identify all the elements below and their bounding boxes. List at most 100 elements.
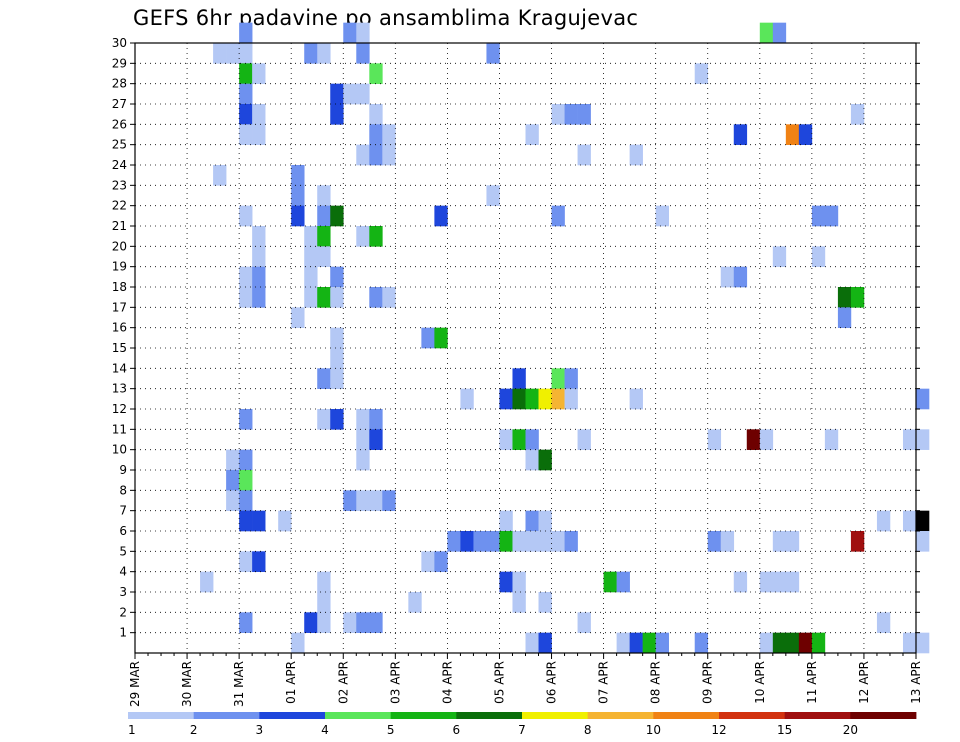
y-tick-label: 15 — [112, 341, 127, 355]
heatmap-cell — [629, 144, 643, 166]
heatmap-cell — [239, 510, 253, 532]
heatmap-cell — [356, 144, 370, 166]
heatmap-cell — [811, 205, 826, 227]
x-tick-label: 11 APR — [805, 661, 819, 704]
x-tick-label: 10 APR — [753, 661, 767, 704]
legend-swatch — [456, 712, 523, 719]
legend-label: 2 — [190, 723, 198, 737]
heatmap-cell — [733, 571, 748, 593]
heatmap-cell — [252, 266, 266, 288]
legend-label: 8 — [584, 723, 592, 737]
y-axis: 1234567891011121314151617181920212223242… — [112, 36, 920, 640]
heatmap-cell — [772, 531, 787, 552]
heatmap-cell — [239, 83, 253, 105]
heatmap-cell — [902, 632, 917, 654]
y-tick-label: 28 — [112, 77, 127, 91]
heatmap-cell — [421, 551, 435, 572]
heatmap-cell — [213, 165, 227, 186]
heatmap-cell — [291, 185, 305, 206]
y-tick-label: 5 — [119, 544, 127, 558]
heatmap-cell — [551, 205, 565, 227]
heatmap-cell — [720, 266, 735, 288]
heatmap-cell — [499, 571, 513, 593]
heatmap-cell — [330, 348, 344, 369]
y-tick-label: 27 — [112, 97, 127, 111]
x-tick-label: 30 MAR — [180, 661, 194, 707]
heatmap-cell — [317, 409, 331, 430]
heatmap-cell — [525, 531, 539, 552]
heatmap-cell — [252, 551, 266, 572]
heatmap-cell — [538, 592, 552, 613]
heatmap-cell — [239, 22, 253, 44]
heatmap-cell — [707, 429, 722, 450]
legend-swatch — [653, 712, 720, 719]
heatmap-cell — [291, 632, 305, 654]
heatmap-cell — [577, 144, 591, 166]
heatmap-cell — [499, 531, 513, 552]
heatmap-cell — [252, 510, 266, 532]
y-tick-label: 17 — [112, 300, 127, 314]
heatmap-cell — [434, 551, 448, 572]
heatmap-cell — [382, 287, 396, 308]
y-tick-label: 3 — [119, 585, 127, 599]
heatmap-cell — [512, 368, 526, 389]
heatmap-cell — [616, 571, 630, 593]
heatmap-cell — [226, 43, 240, 64]
y-tick-label: 30 — [112, 36, 127, 50]
x-axis: 29 MAR 30 MAR 31 MAR 01 APR 02 APR 03 APR 04 A… — [128, 653, 923, 707]
y-tick-label: 23 — [112, 178, 127, 192]
heatmap-cell — [850, 531, 865, 552]
heatmap-cell — [239, 205, 253, 227]
heatmap-cell — [343, 83, 357, 105]
heatmap-cell — [369, 287, 383, 308]
heatmap-cell — [343, 490, 357, 511]
heatmap-cell — [629, 632, 643, 654]
heatmap-cell — [850, 104, 865, 125]
legend-label: 1 — [128, 723, 136, 737]
heatmap-cell — [473, 531, 487, 552]
heatmap-cell — [239, 63, 253, 84]
heatmap-cell — [772, 22, 787, 44]
legend-label: 12 — [711, 723, 726, 737]
heatmap-cell — [746, 429, 761, 450]
legend-swatch — [128, 712, 195, 719]
heatmap-cell — [512, 592, 526, 613]
heatmap-cell — [525, 124, 539, 145]
y-tick-label: 1 — [119, 626, 127, 640]
heatmap-cell — [486, 185, 500, 206]
heatmap-cell — [304, 612, 318, 633]
heatmap-cell — [512, 531, 526, 552]
y-tick-label: 12 — [112, 402, 127, 416]
heatmap-cell — [356, 429, 370, 450]
heatmap-cell — [330, 327, 344, 349]
heatmap-cell — [239, 490, 253, 511]
heatmap-cell — [564, 368, 578, 389]
y-tick-label: 25 — [112, 138, 127, 152]
heatmap-cell — [733, 266, 748, 288]
heatmap-cell — [525, 632, 539, 654]
legend-label: 7 — [518, 723, 526, 737]
heatmap-cell — [356, 22, 370, 44]
heatmap-cell — [694, 63, 709, 84]
heatmap-cell — [369, 144, 383, 166]
heatmap-cell — [317, 571, 331, 593]
heatmap-cell — [356, 409, 370, 430]
heatmap-cell — [837, 287, 852, 308]
heatmap-cell — [538, 531, 552, 552]
heatmap-cell — [460, 388, 474, 410]
x-tick-label: 12 APR — [857, 661, 871, 704]
heatmap-cell — [434, 327, 448, 349]
y-tick-label: 21 — [112, 219, 127, 233]
heatmap-cell — [239, 266, 253, 288]
heatmap-cell — [655, 205, 669, 227]
x-tick-label: 04 APR — [440, 661, 454, 704]
heatmap-cell — [382, 124, 396, 145]
y-tick-label: 18 — [112, 280, 127, 294]
heatmap-cell — [239, 612, 253, 633]
heatmap-cell — [239, 287, 253, 308]
heatmap-cell — [916, 388, 930, 410]
heatmap-cell — [720, 531, 735, 552]
heatmap-cell — [642, 632, 656, 654]
heatmap-cell — [837, 307, 852, 328]
